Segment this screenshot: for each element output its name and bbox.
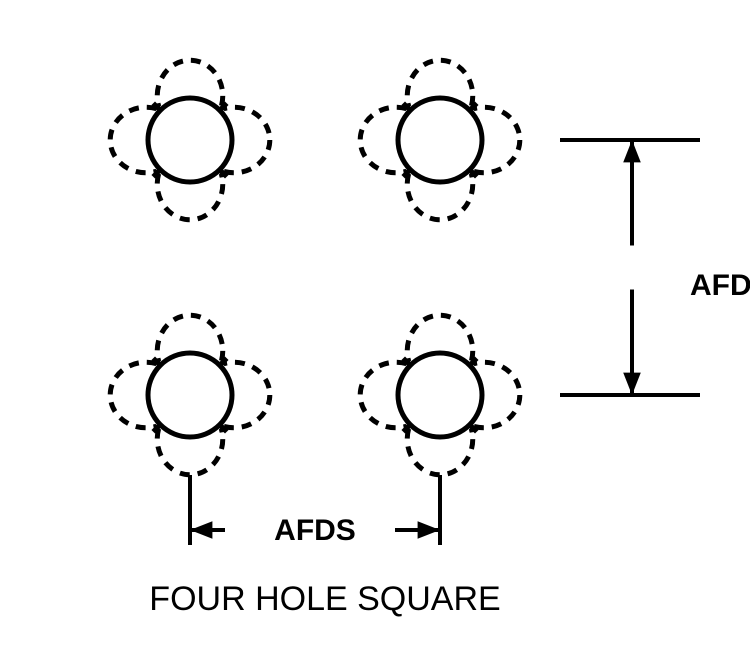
arrowhead-up <box>623 140 641 162</box>
arrowhead-right <box>418 521 440 539</box>
arrowhead-left <box>190 521 212 539</box>
hole-unit-bottom-left <box>110 315 270 475</box>
hole-unit-bottom-right <box>360 315 520 475</box>
arrowhead-down <box>623 373 641 395</box>
hole-unit-top-right <box>360 60 520 220</box>
diagram-canvas: AFDS AFDV FOUR HOLE SQUARE <box>0 0 750 651</box>
afdv-label: AFDV <box>690 269 750 302</box>
hole-unit-top-left <box>110 60 270 220</box>
diagram-title: FOUR HOLE SQUARE <box>149 580 500 618</box>
afds-label: AFDS <box>274 514 356 547</box>
